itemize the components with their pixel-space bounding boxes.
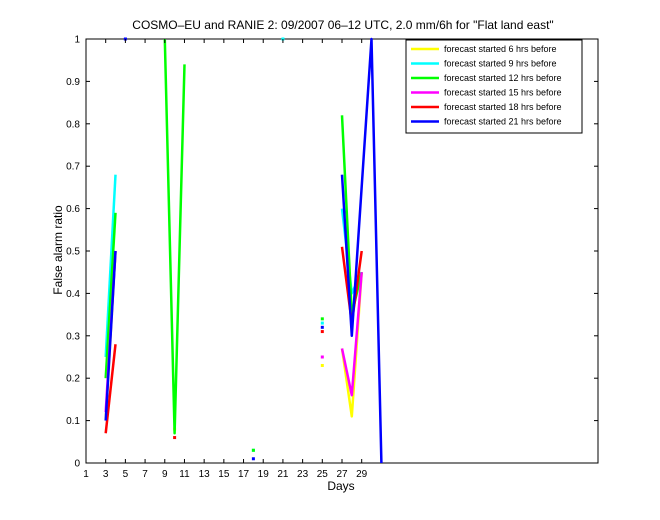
legend-label: forecast started 21 hrs before bbox=[444, 117, 562, 127]
legend-label: forecast started 18 hrs before bbox=[444, 102, 562, 112]
y-tick-label: 0.7 bbox=[66, 162, 80, 173]
x-axis: 1 3 5 7 9 11 13 15 17 19 21 23 25 27 29 bbox=[83, 39, 368, 480]
x-tick-label: 3 bbox=[103, 469, 109, 480]
legend-box bbox=[405, 39, 583, 134]
data-point bbox=[320, 317, 324, 321]
x-tick-label: 7 bbox=[142, 469, 148, 480]
x-tick-label: 5 bbox=[123, 469, 129, 480]
y-axis: 0 0.1 0.2 0.3 0.4 0.5 0.6 0.7 0.8 0.9 1 bbox=[66, 35, 598, 470]
series-line bbox=[104, 250, 117, 421]
x-tick-label: 25 bbox=[317, 469, 329, 480]
x-tick-label: 19 bbox=[258, 469, 270, 480]
series-line bbox=[163, 38, 186, 435]
data-point bbox=[320, 355, 324, 359]
x-tick-label: 9 bbox=[162, 469, 168, 480]
data-point bbox=[173, 436, 177, 440]
x-tick-label: 1 bbox=[83, 469, 89, 480]
x-tick-label: 29 bbox=[356, 469, 368, 480]
x-tick-label: 17 bbox=[238, 469, 250, 480]
legend-entry: forecast started 9 hrs before bbox=[411, 59, 557, 69]
legend-entry: forecast started 12 hrs before bbox=[411, 73, 562, 83]
data-point bbox=[320, 330, 324, 334]
series-line bbox=[104, 212, 117, 379]
data-point bbox=[251, 448, 255, 452]
x-tick-label: 21 bbox=[277, 469, 289, 480]
x-tick-label: 23 bbox=[297, 469, 309, 480]
legend-entry: forecast started 18 hrs before bbox=[411, 102, 562, 112]
y-tick-label: 1 bbox=[74, 35, 80, 46]
legend-label: forecast started 9 hrs before bbox=[444, 59, 557, 69]
y-tick-label: 0.5 bbox=[66, 247, 80, 258]
x-tick-label: 11 bbox=[179, 469, 190, 480]
legend-entry: forecast started 21 hrs before bbox=[411, 117, 562, 127]
series-line bbox=[340, 272, 363, 397]
x-tick-label: 27 bbox=[336, 469, 348, 480]
y-tick-label: 0.6 bbox=[66, 204, 80, 215]
y-tick-label: 0 bbox=[74, 459, 80, 470]
y-axis-label: False alarm ratio bbox=[51, 205, 65, 295]
data-point bbox=[320, 321, 324, 325]
x-tick-label: 15 bbox=[218, 469, 230, 480]
legend-label: forecast started 6 hrs before bbox=[444, 44, 557, 54]
legend-label: forecast started 12 hrs before bbox=[444, 73, 562, 83]
series-line bbox=[104, 344, 117, 434]
data-point bbox=[320, 325, 324, 329]
y-tick-label: 0.3 bbox=[66, 331, 80, 342]
series-line bbox=[340, 37, 383, 464]
y-tick-label: 0.2 bbox=[66, 374, 80, 385]
legend-entry: forecast started 6 hrs before bbox=[411, 44, 557, 54]
y-tick-label: 0.9 bbox=[66, 77, 80, 88]
chart-title: COSMO–EU and RANIE 2: 09/2007 06–12 UTC,… bbox=[132, 18, 553, 32]
x-axis-label: Days bbox=[327, 479, 354, 493]
y-tick-label: 0.1 bbox=[66, 416, 80, 427]
series-line bbox=[104, 174, 117, 358]
data-point bbox=[320, 363, 324, 367]
legend-entry: forecast started 15 hrs before bbox=[411, 88, 562, 98]
x-tick-label: 13 bbox=[199, 469, 211, 480]
legend-label: forecast started 15 hrs before bbox=[444, 88, 562, 98]
legend: forecast started 6 hrs before forecast st… bbox=[405, 39, 583, 134]
y-tick-label: 0.4 bbox=[66, 289, 80, 300]
data-point bbox=[251, 457, 255, 461]
y-tick-label: 0.8 bbox=[66, 119, 80, 130]
